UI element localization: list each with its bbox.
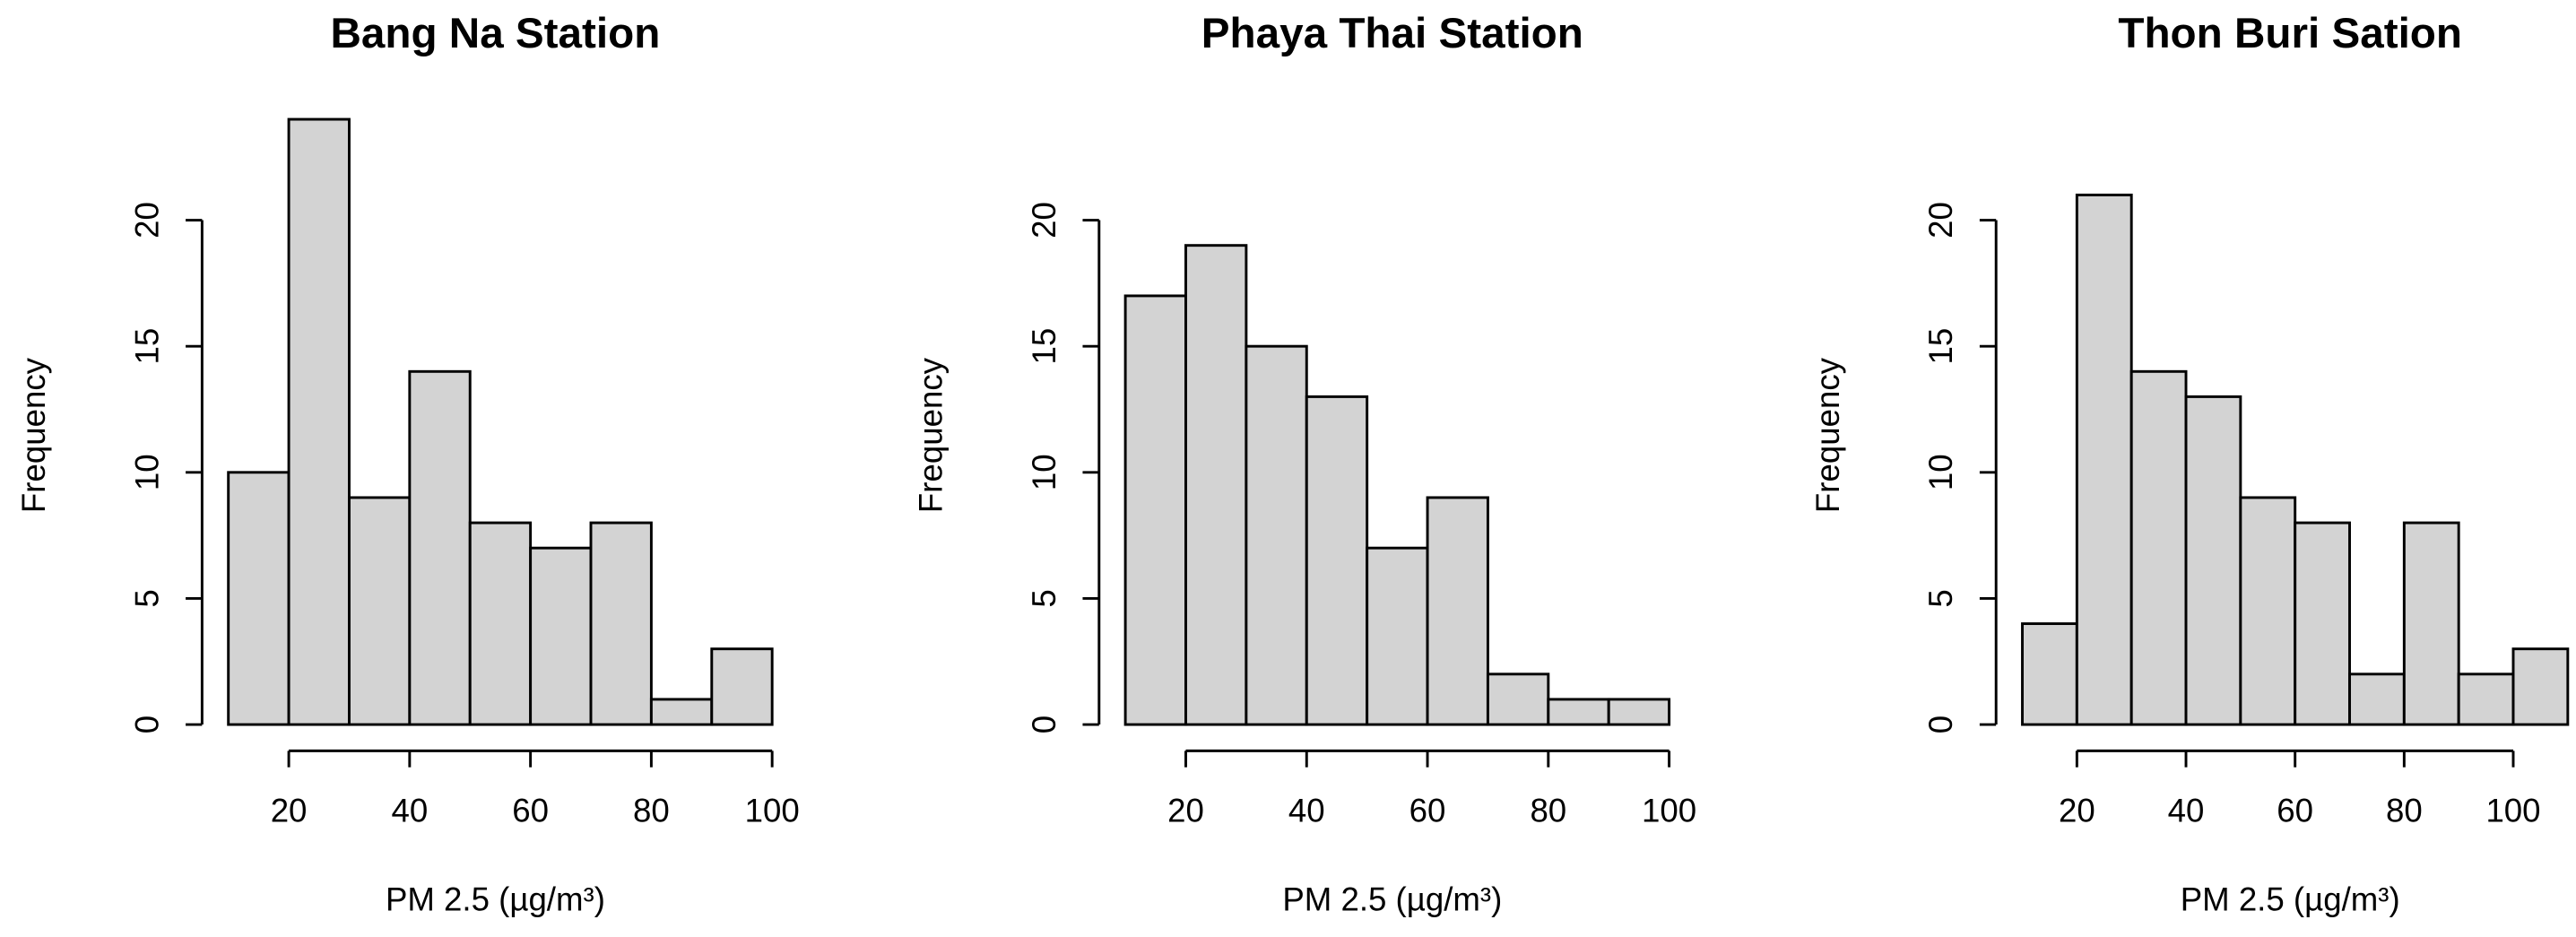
bar [2184, 395, 2242, 726]
y-tick-label: 20 [1026, 202, 1062, 239]
y-tick-label: 0 [1922, 716, 1959, 733]
bar [227, 471, 291, 726]
bar [1366, 546, 1429, 726]
y-tick-label: 0 [1026, 716, 1062, 733]
bar [347, 496, 412, 726]
x-tick-label: 20 [271, 793, 308, 829]
bar [2129, 369, 2188, 726]
bar [710, 647, 774, 726]
bar [529, 546, 593, 726]
x-tick-label: 80 [1530, 793, 1566, 829]
bar [1607, 698, 1671, 726]
bar [287, 117, 351, 726]
bar [2294, 521, 2351, 726]
bar [468, 521, 533, 726]
bar [589, 521, 653, 726]
y-tick-label: 15 [1922, 328, 1959, 365]
bar [1547, 698, 1610, 726]
bar [2021, 622, 2078, 726]
x-tick-label: 20 [1167, 793, 1204, 829]
x-tick-label: 100 [1642, 793, 1696, 829]
y-axis-label: Frequency [15, 357, 52, 513]
chart-title: Phaya Thai Station [1201, 10, 1583, 57]
chart-title: Thon Buri Sation [2118, 10, 2462, 57]
y-tick-label: 5 [1026, 589, 1062, 607]
y-tick-label: 10 [1922, 454, 1959, 490]
x-tick-label: 20 [2059, 793, 2095, 829]
x-tick-label: 40 [391, 793, 428, 829]
bar [2511, 647, 2570, 726]
x-tick-label: 40 [1288, 793, 1325, 829]
bar [1184, 244, 1248, 726]
y-tick-label: 15 [1026, 328, 1062, 365]
x-tick-label: 60 [1409, 793, 1446, 829]
x-tick-label: 60 [2277, 793, 2313, 829]
y-tick-label: 5 [1922, 589, 1959, 607]
bar [1305, 395, 1369, 726]
bar [1426, 496, 1489, 726]
x-tick-label: 80 [2386, 793, 2423, 829]
x-tick-label: 100 [2485, 793, 2540, 829]
y-tick-label: 15 [128, 328, 165, 365]
y-tick-label: 20 [1922, 202, 1959, 239]
x-axis-label: PM 2.5 (µg/m³) [386, 881, 605, 918]
bar [2239, 496, 2297, 726]
bar [1123, 294, 1187, 726]
bar [649, 698, 714, 726]
bar [1245, 344, 1308, 726]
y-tick-label: 5 [128, 589, 165, 607]
y-tick-label: 20 [128, 202, 165, 239]
x-axis-label: PM 2.5 (µg/m³) [1282, 881, 1502, 918]
x-tick-label: 40 [2168, 793, 2205, 829]
bar [2348, 672, 2406, 726]
bar [2402, 521, 2460, 726]
bar [2457, 672, 2515, 726]
bar [1486, 672, 1550, 726]
y-tick-label: 10 [128, 454, 165, 490]
x-tick-label: 60 [512, 793, 549, 829]
x-tick-label: 80 [633, 793, 670, 829]
y-tick-label: 0 [128, 716, 165, 733]
y-axis-label: Frequency [912, 357, 949, 513]
y-axis-label: Frequency [1809, 357, 1846, 513]
y-tick-label: 10 [1026, 454, 1062, 490]
x-axis-label: PM 2.5 (µg/m³) [2181, 881, 2400, 918]
chart-title: Bang Na Station [331, 10, 661, 57]
x-tick-label: 100 [745, 793, 800, 829]
bar [408, 369, 472, 726]
bar [2075, 193, 2133, 726]
